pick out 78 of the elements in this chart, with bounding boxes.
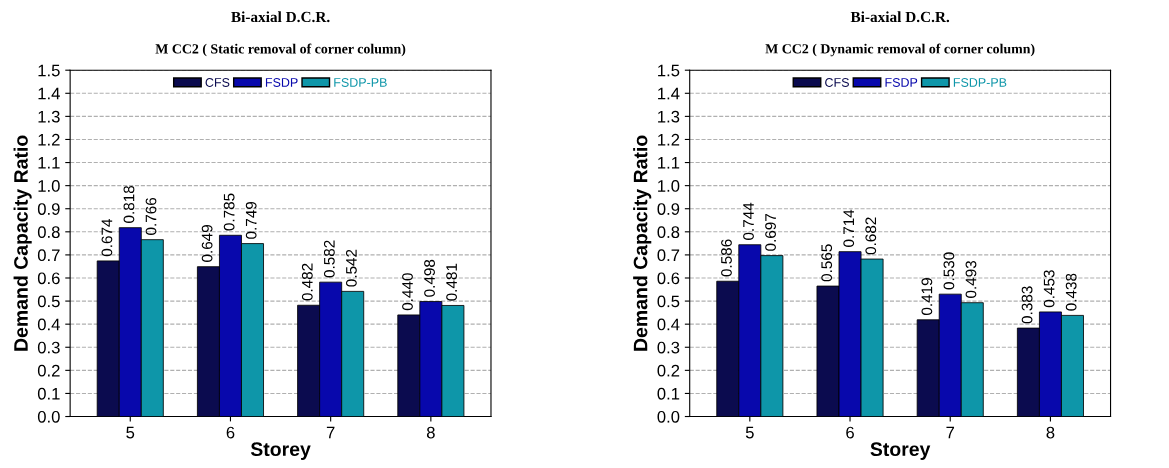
x-tick-label: 6	[846, 426, 854, 439]
legend-label: FSDP	[265, 78, 298, 87]
legend-label: FSDP	[885, 78, 918, 87]
data-label: 0.697	[765, 213, 776, 251]
y-tick-label: 0.8	[657, 226, 680, 239]
y-tick-label: 0.5	[657, 295, 680, 308]
y-tick-label: 1.1	[658, 157, 680, 169]
data-label: 0.481	[446, 263, 458, 301]
y-tick-label: 1.3	[658, 110, 680, 123]
y-tick-label: 0.2	[657, 364, 680, 377]
y-tick-label: 0.3	[657, 341, 680, 354]
y-tick-label: 0.3	[37, 341, 60, 354]
y-axis-title: Demand Capacity Ratio	[13, 135, 32, 351]
y-tick-label: 0.0	[37, 410, 60, 423]
legend-label: FSDP-PB	[953, 78, 1007, 87]
y-tick-label: 1.2	[38, 133, 60, 146]
x-axis-title: Storey	[870, 442, 931, 460]
y-tick-label: 0.2	[37, 364, 60, 377]
chart-title: Bi-axial D.C.R.	[850, 11, 950, 23]
data-label: 0.682	[865, 217, 877, 255]
data-label: 0.749	[245, 201, 257, 239]
y-tick-label: 1.0	[658, 180, 680, 192]
y-tick-label: 0.4	[657, 318, 680, 331]
y-tick-label: 0.7	[657, 249, 680, 262]
y-tick-label: 1.4	[658, 87, 680, 100]
chart-title: Bi-axial D.C.R.	[231, 11, 330, 23]
data-label: 0.542	[345, 249, 357, 287]
y-tick-label: 1.0	[38, 180, 60, 192]
y-tick-label: 1.3	[38, 110, 60, 123]
data-label: 0.453	[1043, 270, 1055, 308]
y-tick-label: 0.9	[657, 203, 680, 215]
y-tick-label: 0.9	[37, 203, 60, 215]
legend-label: FSDP-PB	[334, 78, 387, 87]
chart-subtitle: M CC2 ( Dynamic removal of corner column)	[765, 43, 1035, 57]
data-label: 0.674	[101, 218, 113, 257]
legend-label: CFS	[205, 78, 230, 87]
y-axis-title: Demand Capacity Ratio	[633, 135, 652, 351]
x-tick-label: 8	[1046, 426, 1055, 439]
chart-subtitle: M CC2 ( Static removal of corner column)	[155, 43, 406, 57]
data-label: 0.440	[402, 273, 413, 311]
y-tick-label: 1.1	[38, 157, 60, 169]
x-tick-label: 7	[946, 426, 955, 439]
data-label: 0.493	[965, 260, 977, 298]
data-label: 0.383	[1021, 286, 1033, 324]
y-tick-label: 0.6	[37, 272, 60, 285]
y-tick-label: 0.8	[37, 226, 60, 239]
y-tick-label: 0.4	[37, 318, 60, 331]
data-label: 0.766	[145, 197, 157, 235]
data-label: 0.818	[123, 185, 135, 223]
data-label: 0.714	[843, 209, 855, 247]
data-label: 0.649	[201, 225, 213, 262]
y-tick-label: 0.7	[37, 249, 60, 262]
data-label: 0.419	[921, 278, 933, 316]
y-tick-label: 0.1	[37, 387, 60, 400]
y-tick-label: 0.0	[657, 410, 680, 423]
y-tick-label: 0.6	[657, 272, 680, 285]
data-label: 0.498	[424, 259, 435, 297]
data-label: 0.744	[743, 202, 754, 240]
y-tick-label: 1.5	[38, 64, 60, 77]
data-label: 0.438	[1065, 273, 1077, 311]
x-tick-label: 6	[226, 426, 235, 439]
x-tick-label: 8	[426, 426, 435, 439]
y-tick-label: 1.4	[38, 87, 60, 100]
data-label: 0.582	[323, 240, 335, 278]
y-tick-label: 0.5	[37, 295, 60, 308]
data-label: 0.565	[821, 244, 833, 282]
x-tick-label: 5	[745, 426, 754, 439]
x-axis-title: Storey	[250, 442, 311, 460]
legend-label: CFS	[825, 78, 849, 87]
y-tick-label: 1.2	[658, 133, 680, 146]
x-tick-label: 7	[326, 426, 335, 439]
data-label: 0.785	[223, 193, 235, 231]
data-label: 0.530	[943, 252, 955, 290]
data-label: 0.586	[721, 239, 732, 277]
y-tick-label: 1.5	[658, 64, 680, 77]
x-tick-label: 5	[126, 426, 135, 439]
data-label: 0.482	[301, 263, 313, 301]
y-tick-label: 0.1	[657, 387, 680, 400]
